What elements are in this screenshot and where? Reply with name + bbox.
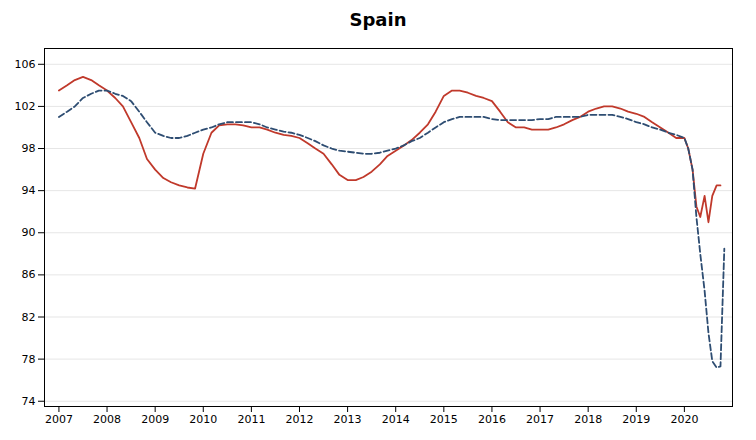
svg-text:106: 106 — [15, 58, 36, 71]
svg-text:2012: 2012 — [285, 413, 313, 426]
svg-text:94: 94 — [22, 184, 36, 197]
svg-text:78: 78 — [22, 353, 36, 366]
svg-text:2019: 2019 — [622, 413, 650, 426]
svg-text:2018: 2018 — [574, 413, 602, 426]
svg-text:2017: 2017 — [526, 413, 554, 426]
svg-text:2007: 2007 — [45, 413, 73, 426]
html-text:Spain: Spain — [349, 9, 407, 30]
svg-text:2016: 2016 — [478, 413, 506, 426]
svg-text:2013: 2013 — [334, 413, 362, 426]
svg-text:102: 102 — [15, 100, 36, 113]
svg-text:90: 90 — [22, 226, 36, 239]
svg-text:86: 86 — [22, 268, 36, 281]
svg-text:2011: 2011 — [237, 413, 265, 426]
svg-text:2015: 2015 — [430, 413, 458, 426]
svg-text:2008: 2008 — [93, 413, 121, 426]
svg-text:2014: 2014 — [382, 413, 410, 426]
svg-text:98: 98 — [22, 142, 36, 155]
svg-text:2009: 2009 — [141, 413, 169, 426]
svg-text:82: 82 — [22, 311, 36, 324]
svg-text:2020: 2020 — [670, 413, 698, 426]
svg-text:74: 74 — [22, 395, 36, 408]
svg-text:2010: 2010 — [189, 413, 217, 426]
